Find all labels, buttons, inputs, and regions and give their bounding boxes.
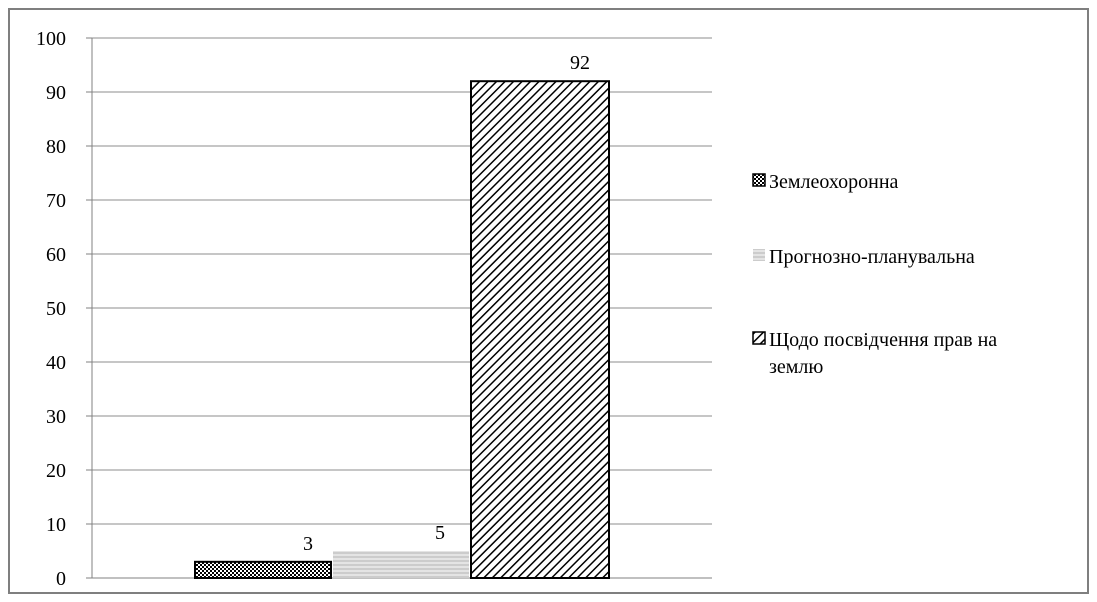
bar-3 [470,80,610,579]
bar-1 [194,560,332,579]
y-tick-label: 30 [46,406,66,428]
y-tick-label: 0 [56,568,66,590]
y-tick-label: 80 [46,136,66,158]
legend-label-2: Прогнозно-планувальна [769,246,975,268]
y-tick-label: 20 [46,460,66,482]
y-axis: 0 10 20 30 40 50 60 70 80 90 100 [36,28,93,590]
bar-2 [333,551,469,578]
y-tick-label: 90 [46,82,66,104]
y-tick-label: 40 [46,352,66,374]
legend-label-1: Землеохоронна [769,171,899,193]
data-label-1: 3 [303,533,313,555]
y-tick-label: 10 [46,514,66,536]
gridlines [92,37,712,579]
y-tick-label: 50 [46,298,66,320]
legend-swatch-3 [752,331,766,345]
data-label-3: 92 [570,52,590,74]
legend-label-3: Щодо посвідчення прав на [769,329,997,351]
legend: Землеохоронна Прогнозно-планувальна Щодо п… [752,171,997,378]
data-labels: 3 5 92 [303,52,590,555]
legend-swatch-2 [753,249,765,261]
legend-swatch-1 [752,173,766,187]
bars [194,80,610,579]
data-label-2: 5 [435,522,445,544]
y-tick-label: 70 [46,190,66,212]
y-tick-label: 60 [46,244,66,266]
legend-label-3: землю [769,356,823,378]
y-tick-label: 100 [36,28,66,50]
